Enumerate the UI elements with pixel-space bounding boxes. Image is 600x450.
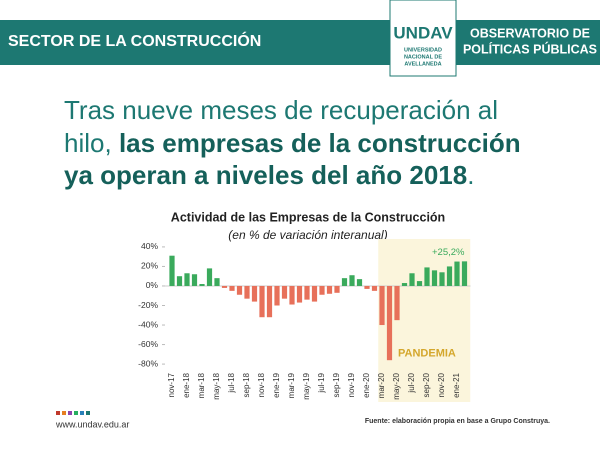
x-tick-label: may-19 — [302, 372, 311, 399]
header-bar — [0, 20, 600, 65]
bar — [244, 285, 250, 299]
headline-bold: ya operan a niveles del año 2018 — [64, 160, 467, 190]
bar — [379, 285, 385, 326]
source: Fuente: elaboración propia en base a Gru… — [365, 418, 550, 425]
bar — [401, 283, 408, 286]
website: www.undav.edu.ar — [55, 419, 129, 429]
x-tick-label: mar-20 — [377, 372, 386, 398]
headline: ya operan a niveles del año 2018. — [64, 160, 474, 190]
bar — [221, 285, 228, 288]
x-tick-label: may-18 — [212, 372, 221, 399]
y-tick-label: -80% — [138, 358, 158, 368]
logo-box — [389, 0, 457, 77]
x-tick-label: nov-18 — [257, 372, 266, 397]
university: NACIONAL DE — [404, 54, 442, 60]
x-tick-label: nov-19 — [347, 372, 356, 397]
chart-title: Actividad de las Empresas de la Construc… — [171, 210, 445, 224]
bar — [364, 285, 370, 289]
bar — [184, 273, 190, 286]
x-tick-label: ene-20 — [362, 372, 371, 397]
bar — [349, 275, 355, 286]
bar — [311, 285, 318, 302]
bar — [169, 255, 175, 286]
bar — [199, 284, 205, 286]
chart: Actividad de las Empresas de la Construc… — [138, 210, 471, 402]
y-tick-label: -60% — [138, 339, 158, 349]
bar — [289, 285, 295, 305]
bar — [251, 285, 258, 302]
bar — [259, 285, 265, 318]
headline-end: . — [467, 160, 474, 190]
x-tick-label: jul-20 — [407, 372, 416, 393]
x-tick-label: jul-19 — [317, 372, 326, 393]
x-tick-label: jul-18 — [227, 372, 236, 393]
y-tick-label: 0% — [146, 280, 159, 290]
bar — [274, 285, 280, 306]
bar — [454, 261, 460, 286]
highlight-label: PANDEMIA — [398, 347, 456, 359]
y-tick-label: 20% — [141, 261, 158, 271]
bar — [439, 272, 445, 286]
x-tick-label: nov-20 — [437, 372, 446, 397]
bar — [304, 285, 310, 300]
y-tick-label: -40% — [138, 319, 158, 329]
x-tick-label: sep-19 — [332, 372, 341, 397]
bar — [206, 268, 213, 286]
bar — [191, 274, 198, 286]
bar — [334, 285, 340, 293]
x-tick-label: sep-18 — [242, 372, 251, 397]
bar — [409, 273, 415, 286]
bar — [356, 279, 363, 286]
x-tick-label: may-20 — [392, 372, 401, 399]
bar — [341, 278, 348, 286]
bar — [416, 281, 423, 286]
logo: UNDAV — [393, 23, 453, 42]
bar — [281, 285, 288, 299]
bar — [176, 276, 183, 286]
university: UNIVERSIDAD — [404, 47, 442, 53]
bar — [394, 285, 400, 321]
x-tick-label: nov-17 — [167, 372, 176, 397]
footer-dots — [56, 411, 90, 415]
x-tick-label: mar-18 — [197, 372, 206, 398]
bar — [229, 285, 235, 291]
x-tick-label: ene-19 — [272, 372, 281, 397]
bar — [431, 270, 438, 286]
headline: Tras nueve meses de recuperación al — [64, 95, 498, 125]
bar — [319, 285, 325, 295]
bar — [461, 261, 468, 286]
observatory: POLÍTICAS PÚBLICAS — [463, 41, 597, 56]
chart-subtitle: (en % de variación interanual) — [228, 228, 387, 242]
university: AVELLANEDA — [404, 61, 441, 67]
x-tick-label: sep-20 — [422, 372, 431, 397]
y-tick-label: -20% — [138, 300, 158, 310]
bar — [266, 285, 273, 318]
bar — [446, 266, 453, 286]
section-title: SECTOR DE LA CONSTRUCCIÓN — [8, 31, 261, 50]
headline-normal: hilo, — [64, 128, 112, 158]
bar — [236, 285, 243, 295]
headline: hilo, las empresas de la construcción — [64, 128, 521, 158]
x-tick-label: mar-19 — [287, 372, 296, 398]
value-label: +25,2% — [432, 247, 465, 258]
y-tick-label: 40% — [141, 241, 158, 251]
bar — [296, 285, 303, 303]
bar — [386, 285, 393, 361]
observatory: OBSERVATORIO DE — [470, 26, 590, 40]
bar — [214, 278, 220, 286]
bar — [424, 267, 430, 286]
x-tick-label: ene-18 — [182, 372, 191, 397]
bar — [326, 285, 333, 294]
bar — [371, 285, 378, 291]
x-tick-label: ene-21 — [452, 372, 461, 397]
headline-bold: las empresas de la construcción — [119, 128, 521, 158]
